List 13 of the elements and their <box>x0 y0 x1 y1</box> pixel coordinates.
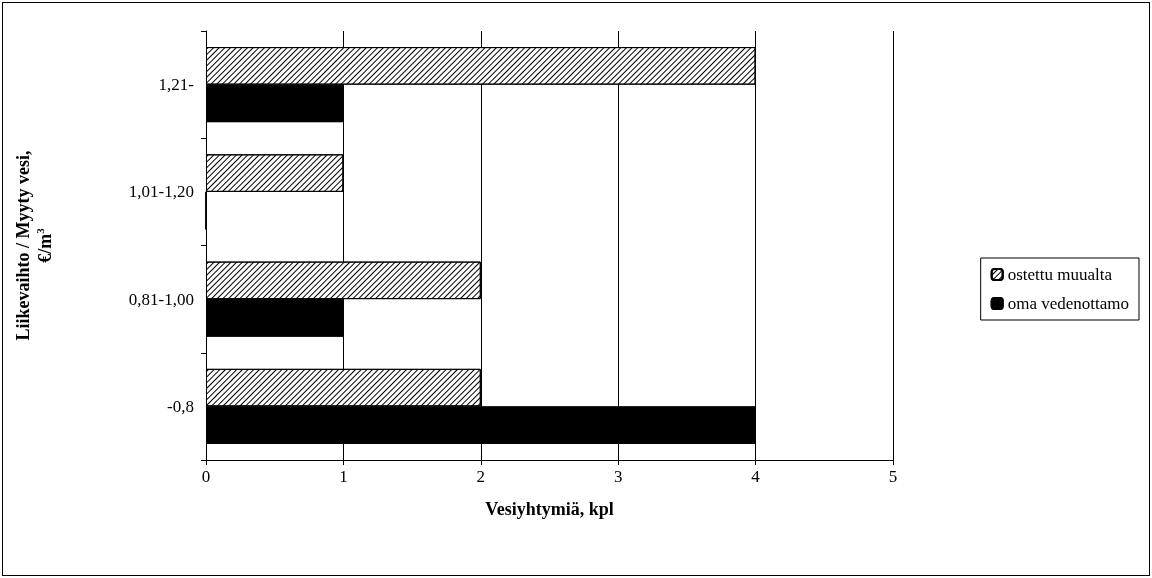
y-tick-label: 1,01-1,20 <box>128 182 194 202</box>
x-axis-title: Vesiyhtymiä, kpl <box>485 499 614 519</box>
x-tick-label: 4 <box>751 467 761 486</box>
y-tick-label: -0,8 <box>167 396 194 416</box>
y-tick-label: 0,81-1,00 <box>128 289 194 309</box>
x-tick-label: 3 <box>613 467 623 486</box>
y-tick-label: 1,21- <box>158 75 195 95</box>
x-tick-label: 1 <box>339 467 348 486</box>
x-tick-label: 5 <box>888 467 898 486</box>
x-tick-label: 2 <box>476 467 486 486</box>
x-tick-label: 0 <box>201 467 211 486</box>
legend-label: ostettu muualta <box>1007 265 1113 284</box>
legend-label: oma vedenottamo <box>1007 294 1129 313</box>
